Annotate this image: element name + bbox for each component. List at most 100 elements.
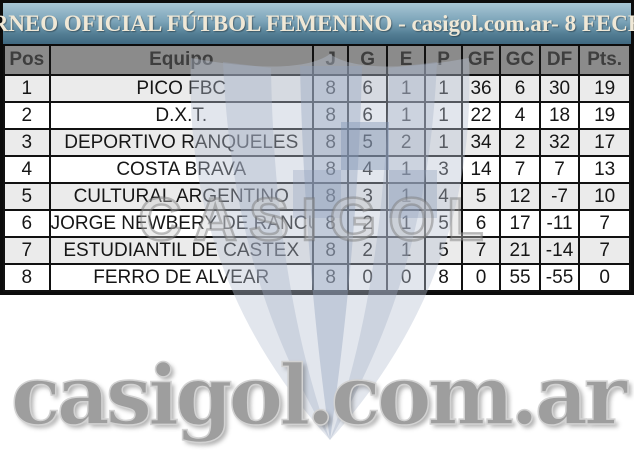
cell-gf: 0 — [460, 263, 502, 292]
cell-gf: 22 — [460, 101, 502, 130]
cell-pts: 7 — [578, 209, 631, 238]
column-header-e: E — [385, 46, 427, 76]
cell-e: 1 — [385, 182, 427, 211]
cell-e: 2 — [385, 128, 427, 157]
column-header-df: DF — [538, 46, 581, 76]
cell-pos: 2 — [3, 101, 51, 130]
cell-df: 18 — [538, 101, 581, 130]
cell-p: 1 — [424, 101, 463, 130]
table-row: 8 FERRO DE ALVEAR 8 0 0 8 0 55 -55 0 — [3, 263, 631, 292]
column-header-equipo: Equipo — [48, 46, 314, 76]
cell-pts: 0 — [578, 263, 631, 292]
cell-pos: 4 — [3, 155, 51, 184]
cell-pos: 6 — [3, 209, 51, 238]
cell-j: 8 — [311, 101, 350, 130]
cell-p: 5 — [424, 236, 463, 265]
column-header-pts: Pts. — [578, 46, 631, 76]
cell-e: 0 — [385, 263, 427, 292]
cell-gf: 36 — [460, 74, 502, 103]
table-row: 7 ESTUDIANTIL DE CASTEX 8 2 1 5 7 21 -14 7 — [3, 236, 631, 265]
cell-g: 2 — [347, 209, 388, 238]
column-header-p: P — [424, 46, 463, 76]
cell-pts: 17 — [578, 128, 631, 157]
cell-pts: 13 — [578, 155, 631, 184]
cell-j: 8 — [311, 155, 350, 184]
cell-p: 1 — [424, 74, 463, 103]
cell-pts: 7 — [578, 236, 631, 265]
cell-pos: 5 — [3, 182, 51, 211]
table-row: 2 D.X.T. 8 6 1 1 22 4 18 19 — [3, 101, 631, 130]
column-header-gf: GF — [460, 46, 502, 76]
cell-pos: 8 — [3, 263, 51, 292]
cell-gf: 6 — [460, 209, 502, 238]
cell-pos: 3 — [3, 128, 51, 157]
cell-p: 4 — [424, 182, 463, 211]
cell-pts: 19 — [578, 101, 631, 130]
cell-e: 1 — [385, 74, 427, 103]
standings-table: Pos Equipo J G E P GF GC DF Pts. 1 PICO FBC 8 6 1 1 36 6… — [3, 46, 631, 292]
cell-equipo: CULTURAL ARGENTINO — [48, 182, 314, 211]
table-row: 1 PICO FBC 8 6 1 1 36 6 30 19 — [3, 74, 631, 103]
cell-j: 8 — [311, 74, 350, 103]
cell-gc: 4 — [499, 101, 541, 130]
cell-gf: 5 — [460, 182, 502, 211]
cell-g: 2 — [347, 236, 388, 265]
cell-gc: 12 — [499, 182, 541, 211]
cell-df: -14 — [538, 236, 581, 265]
cell-df: 30 — [538, 74, 581, 103]
cell-gc: 21 — [499, 236, 541, 265]
cell-g: 6 — [347, 74, 388, 103]
column-header-pos: Pos — [3, 46, 51, 76]
cell-gc: 6 — [499, 74, 541, 103]
standings-board: TORNEO OFICIAL FÚTBOL FEMENINO - casigol… — [0, 0, 634, 295]
cell-equipo: FERRO DE ALVEAR — [48, 263, 314, 292]
cell-p: 1 — [424, 128, 463, 157]
table-header: Pos Equipo J G E P GF GC DF Pts. — [3, 46, 631, 76]
cell-equipo: D.X.T. — [48, 101, 314, 130]
cell-gc: 7 — [499, 155, 541, 184]
cell-gc: 2 — [499, 128, 541, 157]
cell-df: 7 — [538, 155, 581, 184]
cell-gc: 17 — [499, 209, 541, 238]
page-title: TORNEO OFICIAL FÚTBOL FEMENINO - casigol… — [0, 10, 634, 36]
cell-p: 8 — [424, 263, 463, 292]
cell-g: 5 — [347, 128, 388, 157]
cell-df: -11 — [538, 209, 581, 238]
cell-equipo: DEPORTIVO RANQUELES — [48, 128, 314, 157]
table-row: 5 CULTURAL ARGENTINO 8 3 1 4 5 12 -7 10 — [3, 182, 631, 211]
cell-p: 3 — [424, 155, 463, 184]
cell-equipo: JORGE NEWBERY DE RANCUL — [48, 209, 314, 238]
table-row: 3 DEPORTIVO RANQUELES 8 5 2 1 34 2 32 17 — [3, 128, 631, 157]
cell-j: 8 — [311, 209, 350, 238]
cell-e: 1 — [385, 209, 427, 238]
cell-pts: 10 — [578, 182, 631, 211]
cell-g: 6 — [347, 101, 388, 130]
table-body: 1 PICO FBC 8 6 1 1 36 6 30 19 2 D.X.T. 8 6 1 1 22 4 18 19 3 D… — [3, 74, 631, 292]
cell-j: 8 — [311, 128, 350, 157]
cell-pos: 1 — [3, 74, 51, 103]
column-header-g: G — [347, 46, 388, 76]
cell-p: 5 — [424, 209, 463, 238]
cell-df: -7 — [538, 182, 581, 211]
table-row: 4 COSTA BRAVA 8 4 1 3 14 7 7 13 — [3, 155, 631, 184]
cell-equipo: PICO FBC — [48, 74, 314, 103]
table-row: 6 JORGE NEWBERY DE RANCUL 8 2 1 5 6 17 -11 7 — [3, 209, 631, 238]
cell-gc: 55 — [499, 263, 541, 292]
cell-e: 1 — [385, 236, 427, 265]
header-row: Pos Equipo J G E P GF GC DF Pts. — [3, 46, 631, 76]
column-header-gc: GC — [499, 46, 541, 76]
cell-e: 1 — [385, 101, 427, 130]
cell-equipo: COSTA BRAVA — [48, 155, 314, 184]
cell-gf: 14 — [460, 155, 502, 184]
column-header-j: J — [311, 46, 350, 76]
cell-pts: 19 — [578, 74, 631, 103]
cell-g: 4 — [347, 155, 388, 184]
casigol-bottom-watermark: casigol.com.ar — [10, 348, 628, 444]
cell-df: -55 — [538, 263, 581, 292]
cell-j: 8 — [311, 182, 350, 211]
cell-pos: 7 — [3, 236, 51, 265]
title-bar: TORNEO OFICIAL FÚTBOL FEMENINO - casigol… — [0, 3, 634, 46]
cell-df: 32 — [538, 128, 581, 157]
cell-j: 8 — [311, 263, 350, 292]
cell-g: 0 — [347, 263, 388, 292]
